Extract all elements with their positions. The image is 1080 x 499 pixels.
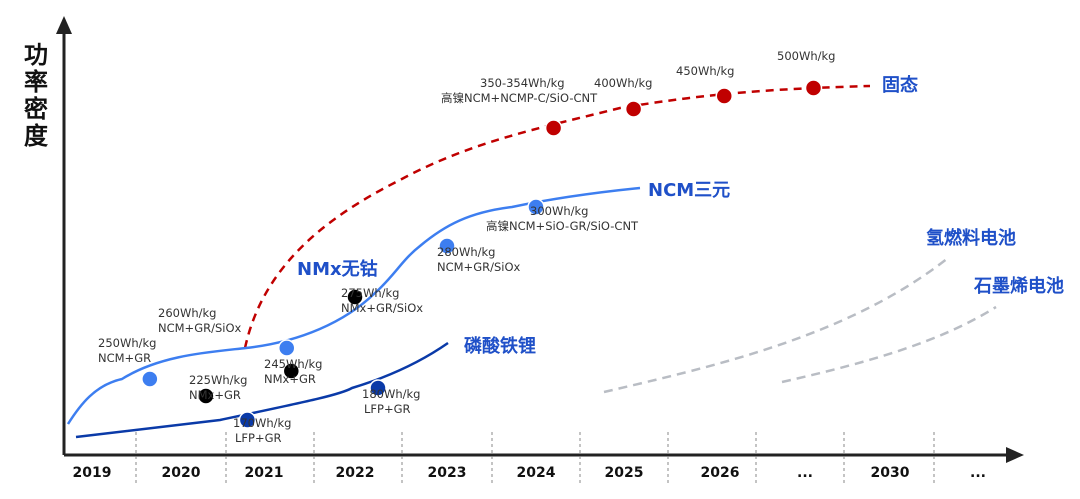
x-tick-label: 2030	[871, 465, 910, 481]
data-label-value: 280Wh/kg	[437, 245, 495, 259]
data-label-value: 450Wh/kg	[676, 64, 734, 78]
data-label-value: 250Wh/kg	[98, 336, 156, 350]
data-point	[544, 119, 563, 137]
data-label-tech: LFP+GR	[364, 402, 411, 416]
data-label-value: 500Wh/kg	[777, 49, 835, 63]
data-point	[346, 288, 364, 306]
data-point	[141, 370, 159, 388]
series-name-hydrogen: 氢燃料电池	[926, 227, 1016, 249]
data-label-tech: NMx+GR/SiOx	[341, 301, 423, 315]
data-point	[197, 387, 215, 405]
series-name-graphene: 石墨烯电池	[973, 275, 1064, 297]
data-label-value: 400Wh/kg	[594, 76, 652, 90]
series-name-solid-state: 固态	[882, 74, 918, 96]
data-label-value: 170Wh/kg	[233, 416, 291, 430]
data-point	[282, 362, 301, 380]
x-tick-label: ...	[970, 465, 986, 481]
series-name-nmx: NMx无钴	[297, 258, 378, 280]
data-label-value: 245Wh/kg	[264, 357, 322, 371]
data-label-tech: LFP+GR	[235, 431, 282, 445]
x-tick-label: 2021	[245, 465, 284, 481]
data-point	[715, 87, 733, 105]
data-point	[804, 79, 823, 97]
data-label-value: 300Wh/kg	[530, 204, 588, 218]
data-label-tech: NCM+GR/SiOx	[158, 321, 242, 335]
x-tick-label: 2026	[701, 465, 740, 481]
x-tick-label: ...	[797, 465, 813, 481]
data-label-tech: NMx+GR	[189, 388, 241, 402]
data-point	[238, 411, 257, 429]
data-label-value: 260Wh/kg	[158, 306, 216, 320]
x-tick-label: 2024	[517, 465, 556, 481]
data-point	[624, 100, 643, 118]
data-label-tech: NMx+GR	[264, 372, 316, 386]
data-label-value: 275Wh/kg	[341, 286, 399, 300]
series-line-ncm	[66, 186, 641, 425]
data-label-tech: NCM+GR	[98, 351, 151, 365]
data-point	[438, 237, 456, 255]
y-axis-label: 功率密度	[24, 41, 48, 150]
data-label-value: 350-354Wh/kg	[480, 76, 565, 90]
series-line-lfp	[75, 341, 449, 439]
series-line-solid-state	[243, 84, 871, 349]
data-label-tech: 高镍NCM+NCMP-C/SiO-CNT	[441, 91, 598, 105]
x-tick-label: 2025	[605, 465, 644, 481]
data-point	[527, 198, 545, 216]
y-axis-arrow	[56, 16, 72, 34]
data-label-tech: 高镍NCM+SiO-GR/SiO-CNT	[486, 219, 639, 233]
x-axis-arrow	[1006, 447, 1024, 463]
series-name-ncm: NCM三元	[648, 180, 730, 201]
data-point	[278, 339, 296, 357]
data-label-value: 180Wh/kg	[362, 387, 420, 401]
data-point	[369, 379, 387, 397]
x-tick-label: 2023	[428, 465, 467, 481]
data-label-tech: NCM+GR/SiOx	[437, 260, 521, 274]
series-name-lfp: 磷酸铁锂	[464, 335, 536, 357]
x-tick-label: 2019	[73, 465, 112, 481]
series-line-graphene	[781, 305, 997, 384]
x-tick-label: 2020	[162, 465, 201, 481]
x-tick-label: 2022	[336, 465, 375, 481]
series-line-hydrogen	[603, 257, 949, 394]
data-label-value: 225Wh/kg	[189, 373, 247, 387]
